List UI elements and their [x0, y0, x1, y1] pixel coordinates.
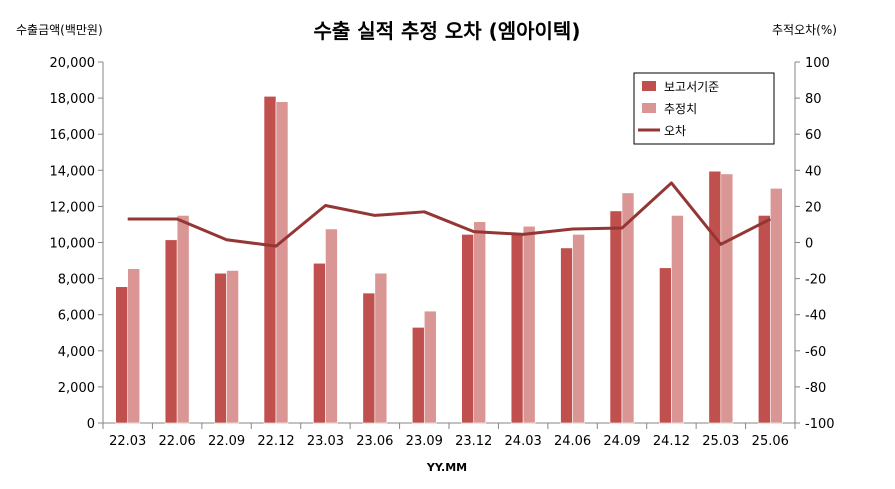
- bar-reported: [362, 292, 376, 424]
- bar-estimate: [671, 215, 684, 424]
- bar-reported: [708, 170, 722, 424]
- x-tick-label: 24.03: [505, 434, 542, 449]
- legend-label: 보고서기준: [664, 80, 719, 94]
- bar-reported: [263, 95, 277, 424]
- x-tick-label: 22.12: [257, 434, 294, 449]
- bar-estimate: [621, 192, 635, 424]
- y-tick-label: 6,000: [58, 309, 95, 324]
- bar-reported: [757, 215, 771, 424]
- bar-estimate: [374, 272, 388, 424]
- x-tick-label: 24.12: [653, 434, 690, 449]
- bar-estimate: [423, 310, 437, 424]
- y2-tick-label: -100: [805, 417, 835, 432]
- x-tick-label: 23.12: [455, 434, 492, 449]
- y-tick-label: 0: [87, 417, 95, 432]
- y2-tick-label: 20: [805, 200, 822, 215]
- bar-reported: [115, 286, 129, 424]
- y-tick-label: 12,000: [50, 200, 96, 215]
- y-tick-label: 20,000: [50, 56, 96, 71]
- bar-estimate: [473, 221, 487, 424]
- x-tick-label: 25.03: [702, 434, 739, 449]
- bar-estimate: [572, 234, 585, 424]
- y2-tick-label: -20: [805, 273, 826, 288]
- bar-reported: [411, 327, 425, 424]
- x-axis-label: YY.MM: [426, 461, 467, 474]
- x-tick-label: 22.03: [109, 434, 146, 449]
- x-tick-label: 24.09: [603, 434, 640, 449]
- bar-estimate: [176, 215, 190, 424]
- y2-tick-label: 60: [805, 128, 822, 143]
- bar-reported: [164, 239, 178, 424]
- bar-estimate: [275, 101, 289, 424]
- bar-estimate: [720, 173, 734, 424]
- bar-reported: [461, 234, 475, 424]
- y2-tick-label: 0: [805, 237, 813, 252]
- x-tick-label: 25.06: [752, 434, 789, 449]
- bar-estimate: [522, 225, 536, 424]
- x-tick-label: 23.06: [356, 434, 393, 449]
- legend-label: 오차: [664, 124, 686, 138]
- y-tick-label: 14,000: [50, 164, 96, 179]
- bar-estimate: [127, 268, 141, 424]
- x-tick-label: 22.09: [208, 434, 245, 449]
- plot-area: 0 2,000 4,000 6,000 8,000 10,000 12,000 14,000 1…: [50, 56, 835, 449]
- x-tick-label: 24.06: [554, 434, 591, 449]
- bar-estimate: [226, 270, 239, 424]
- y-tick-label: 18,000: [50, 92, 96, 107]
- y-axis-label: 수출금액(백만원): [16, 23, 103, 37]
- x-tick-label: 23.09: [406, 434, 443, 449]
- y2-tick-label: 40: [805, 164, 822, 179]
- legend-label: 추정치: [664, 102, 697, 116]
- y2-tick-label: -60: [805, 345, 826, 360]
- y2-axis-label: 추적오차(%): [772, 23, 837, 37]
- y2-tick-label: 80: [805, 92, 822, 107]
- y2-tick-label: -40: [805, 309, 826, 324]
- legend-swatch: [642, 81, 656, 91]
- x-tick-label: 22.06: [159, 434, 196, 449]
- x-tick-label: 23.03: [307, 434, 344, 449]
- bar-estimate: [769, 188, 783, 424]
- legend-box: [633, 72, 775, 145]
- bar-reported: [510, 234, 524, 424]
- y-tick-label: 10,000: [50, 237, 96, 252]
- y-tick-label: 8,000: [58, 273, 95, 288]
- y2-tick-label: 100: [805, 56, 830, 71]
- chart-title: 수출 실적 추정 오차 (엠아이텍): [314, 19, 581, 43]
- bar-reported: [560, 247, 573, 424]
- y-tick-label: 16,000: [50, 128, 96, 143]
- legend-swatch: [642, 103, 656, 113]
- bar-estimate: [325, 228, 338, 424]
- y-tick-label: 2,000: [58, 381, 95, 396]
- error-line: [127, 181, 771, 248]
- bar-reported: [609, 210, 623, 424]
- bar-reported: [313, 262, 326, 424]
- bar-reported: [214, 272, 227, 424]
- bar-reported: [659, 267, 672, 424]
- y2-tick-label: -80: [805, 381, 826, 396]
- y-tick-label: 4,000: [58, 345, 95, 360]
